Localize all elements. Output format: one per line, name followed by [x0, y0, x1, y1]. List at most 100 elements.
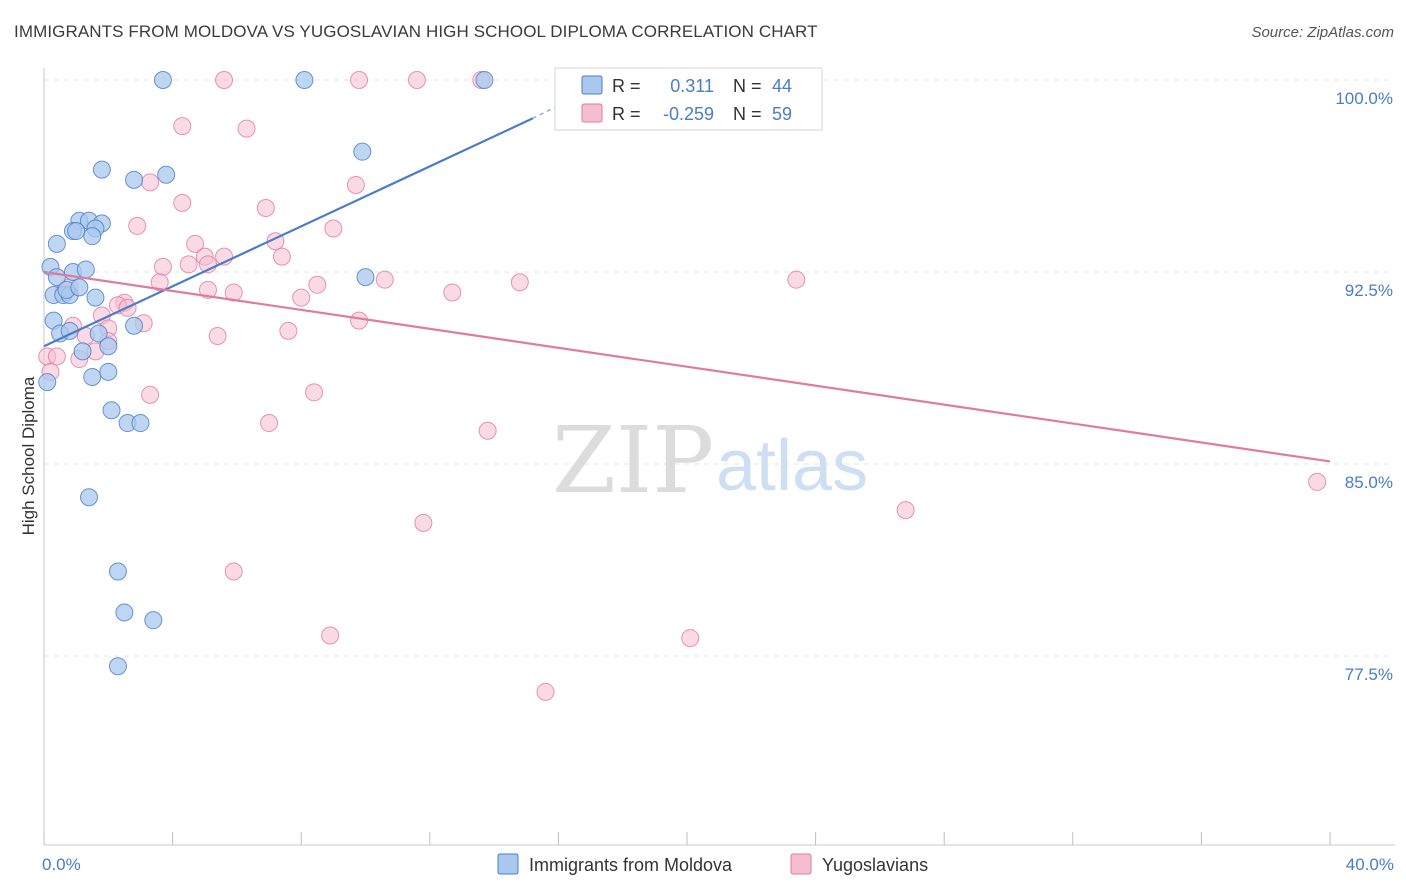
watermark-zip: ZIP	[552, 407, 714, 514]
moldova-trend-line	[43, 117, 534, 348]
yugoslavians-point-1	[350, 71, 369, 89]
yugoslavians-point-4	[173, 117, 192, 136]
yugoslavians-point-50	[896, 501, 915, 520]
moldova-trend-extension	[532, 92, 585, 120]
yugoslavians-point-20	[150, 273, 169, 292]
yugoslavians-point-7	[346, 175, 365, 194]
stats-swatch-blue	[581, 75, 603, 95]
y-tick-label-3: 77.5%	[1345, 665, 1393, 684]
moldova-point-32	[99, 337, 118, 356]
moldova-point-38	[131, 414, 150, 433]
yugoslavians-point-56	[47, 347, 66, 366]
yugoslavians-point-49	[1308, 472, 1327, 491]
yugoslavians-point-22	[375, 270, 394, 289]
yugoslavians-point-51	[414, 513, 433, 532]
moldova-point-4	[92, 160, 111, 179]
yugoslavians-point-17	[153, 257, 172, 276]
axes	[43, 68, 1395, 846]
moldova-point-31	[73, 342, 92, 361]
legend-swatch-yugoslavians	[790, 853, 812, 875]
stats-box: R = 0.311 N = 44 R = -0.259 N = 59	[554, 67, 823, 131]
series-moldova-points	[38, 71, 494, 676]
yugoslavians-point-46	[305, 383, 324, 402]
moldova-point-40	[108, 562, 127, 581]
yugoslavians-point-9	[256, 199, 275, 217]
yugoslavians-point-52	[224, 562, 243, 581]
x-tick-label-1: 40.0%	[1346, 855, 1394, 874]
moldova-point-33	[83, 367, 102, 386]
yugoslavians-point-0	[215, 71, 234, 89]
series-yugoslavians-points	[38, 71, 1327, 701]
yugoslavians-point-2	[407, 71, 426, 89]
yugoslavians-point-55	[536, 682, 555, 701]
moldova-point-3	[353, 142, 372, 161]
y-tick-label-2: 85.0%	[1345, 473, 1393, 492]
y-tick-label-1: 92.5%	[1345, 281, 1393, 300]
yugoslavians-point-36	[350, 311, 369, 330]
moldova-point-36	[102, 401, 121, 420]
yugoslavians-point-30	[443, 283, 462, 302]
yugoslavians-point-45	[141, 385, 160, 404]
moldova-point-5	[125, 170, 144, 189]
y-tick-label-0: 100.0%	[1335, 89, 1393, 108]
legend: Immigrants from Moldova Yugoslavians	[497, 853, 928, 875]
x-ticks	[43, 832, 1331, 845]
yugoslavians-point-27	[198, 280, 217, 299]
legend-label-yugoslavians: Yugoslavians	[822, 855, 928, 875]
stats-n-value-2: 59	[772, 104, 792, 124]
moldova-point-39	[80, 488, 99, 507]
moldova-point-24	[70, 278, 89, 297]
moldova-point-13	[83, 227, 102, 246]
yugoslavians-point-23	[510, 273, 529, 292]
stats-r-label-1: R =	[612, 76, 641, 96]
yugoslavians-point-39	[279, 321, 298, 340]
yugoslavians-point-12	[186, 234, 205, 253]
moldova-point-30	[125, 316, 144, 335]
moldova-point-6	[157, 165, 176, 184]
stats-n-label-1: N =	[733, 76, 762, 96]
moldova-point-2	[475, 71, 494, 89]
legend-swatch-moldova	[497, 853, 519, 875]
stats-r-value-2: -0.259	[663, 104, 714, 124]
yugoslavians-point-53	[321, 626, 340, 645]
yugoslavians-point-16	[272, 247, 291, 266]
moldova-point-11	[67, 222, 86, 241]
yugoslavians-point-18	[179, 255, 198, 274]
stats-n-value-1: 44	[772, 76, 792, 96]
grid-lines	[44, 79, 1395, 657]
x-tick-label-0: 0.0%	[42, 855, 81, 874]
moldova-point-34	[99, 362, 118, 381]
yugoslavians-point-6	[141, 173, 160, 192]
moldova-point-35	[38, 373, 57, 392]
yugoslavians-point-21	[308, 275, 327, 294]
legend-label-moldova: Immigrants from Moldova	[529, 855, 733, 875]
yugoslavians-point-48	[478, 421, 497, 440]
stats-n-label-2: N =	[733, 104, 762, 124]
watermark: ZIP atlas	[552, 407, 868, 514]
yugoslavians-point-47	[260, 414, 279, 433]
moldova-point-42	[144, 611, 163, 630]
y-axis-label: High School Diploma	[19, 376, 38, 535]
yugoslavians-point-11	[324, 219, 343, 238]
stats-r-value-1: 0.311	[670, 76, 714, 96]
yugoslavians-point-29	[292, 288, 311, 307]
yugoslavians-point-24	[787, 270, 806, 289]
yugoslavians-point-38	[208, 327, 227, 345]
yugoslavians-trend-line	[43, 270, 1331, 463]
yugoslavians-point-5	[237, 119, 256, 138]
moldova-point-25	[86, 288, 105, 307]
moldova-point-29	[89, 324, 108, 343]
trend-lines	[43, 92, 1331, 463]
moldova-point-1	[295, 71, 314, 89]
moldova-point-18	[76, 260, 95, 279]
moldova-point-14	[47, 234, 66, 253]
yugoslavians-point-10	[128, 216, 147, 235]
moldova-point-0	[153, 71, 172, 89]
moldova-point-19	[356, 268, 375, 287]
stats-swatch-pink	[581, 103, 603, 123]
source-label: Source: ZipAtlas.com	[1251, 24, 1394, 41]
moldova-point-43	[108, 657, 127, 676]
chart-title: IMMIGRANTS FROM MOLDOVA VS YUGOSLAVIAN H…	[14, 22, 818, 41]
watermark-atlas: atlas	[716, 426, 868, 506]
